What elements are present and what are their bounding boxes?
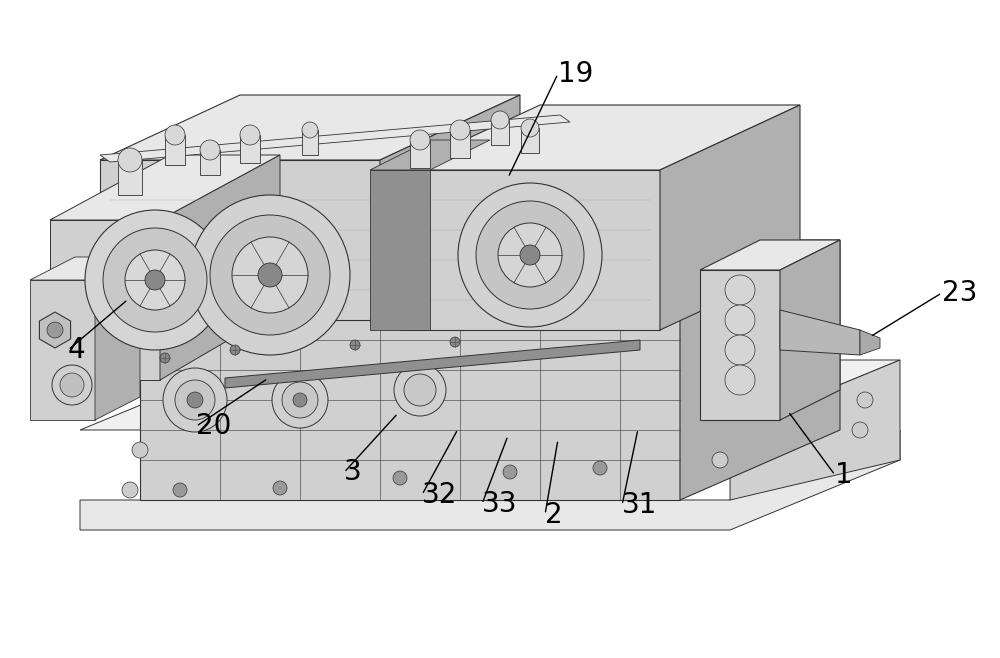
Text: 23: 23 [942, 279, 977, 307]
Circle shape [200, 140, 220, 160]
Bar [118, 160, 142, 195]
Circle shape [173, 483, 187, 497]
Circle shape [302, 122, 318, 138]
Text: 31: 31 [622, 492, 657, 519]
Polygon shape [860, 330, 880, 355]
Circle shape [60, 373, 84, 397]
Circle shape [521, 119, 539, 137]
Polygon shape [39, 312, 71, 348]
Circle shape [122, 482, 138, 498]
Circle shape [350, 340, 360, 350]
Polygon shape [50, 155, 280, 220]
Circle shape [272, 372, 328, 428]
Circle shape [52, 365, 92, 405]
Bar [240, 135, 260, 163]
Polygon shape [780, 240, 840, 420]
Circle shape [258, 263, 282, 287]
Text: 2: 2 [545, 501, 563, 528]
Text: 1: 1 [835, 461, 853, 489]
Circle shape [125, 250, 185, 310]
Circle shape [47, 322, 63, 338]
Polygon shape [400, 170, 660, 330]
Circle shape [187, 392, 203, 408]
Polygon shape [660, 105, 800, 330]
Circle shape [725, 305, 755, 335]
Polygon shape [100, 160, 380, 320]
Polygon shape [30, 257, 140, 280]
Bar [521, 128, 539, 153]
Circle shape [725, 365, 755, 395]
Circle shape [712, 452, 728, 468]
Polygon shape [780, 310, 860, 355]
Bar [165, 135, 185, 165]
Circle shape [410, 130, 430, 150]
Circle shape [273, 481, 287, 495]
Polygon shape [225, 340, 640, 388]
Circle shape [240, 125, 260, 145]
Circle shape [393, 471, 407, 485]
Circle shape [160, 353, 170, 363]
Circle shape [118, 148, 142, 172]
Circle shape [476, 201, 584, 309]
Bar [200, 150, 220, 175]
Circle shape [293, 393, 307, 407]
Circle shape [450, 120, 470, 140]
Polygon shape [160, 155, 280, 380]
Circle shape [491, 111, 509, 129]
Circle shape [190, 195, 350, 355]
Circle shape [163, 368, 227, 432]
Circle shape [404, 374, 436, 406]
Polygon shape [730, 360, 900, 500]
Circle shape [165, 125, 185, 145]
Polygon shape [370, 140, 490, 170]
Circle shape [593, 461, 607, 475]
Polygon shape [100, 95, 520, 160]
Circle shape [230, 345, 240, 355]
Circle shape [85, 210, 225, 350]
Text: 19: 19 [558, 60, 593, 88]
Text: 20: 20 [196, 413, 231, 440]
Polygon shape [680, 240, 840, 500]
Circle shape [852, 422, 868, 438]
Circle shape [458, 183, 602, 327]
Polygon shape [100, 115, 570, 162]
Text: 4: 4 [68, 336, 86, 364]
Bar [302, 130, 318, 155]
Polygon shape [30, 280, 95, 420]
Text: 32: 32 [422, 481, 457, 509]
Circle shape [503, 465, 517, 479]
Circle shape [210, 215, 330, 335]
Polygon shape [50, 220, 160, 380]
Polygon shape [140, 310, 680, 500]
Circle shape [725, 335, 755, 365]
Polygon shape [400, 105, 800, 170]
Circle shape [520, 245, 540, 265]
Polygon shape [95, 257, 140, 420]
Polygon shape [370, 170, 430, 330]
Circle shape [394, 364, 446, 416]
Circle shape [450, 337, 460, 347]
Text: 33: 33 [482, 490, 518, 518]
Circle shape [145, 270, 165, 290]
Bar [450, 130, 470, 158]
Text: 3: 3 [344, 459, 362, 486]
Circle shape [103, 228, 207, 332]
Polygon shape [80, 360, 900, 430]
Circle shape [282, 382, 318, 418]
Circle shape [857, 392, 873, 408]
Circle shape [175, 380, 215, 420]
Polygon shape [380, 95, 520, 320]
Circle shape [132, 442, 148, 458]
Circle shape [232, 237, 308, 313]
Circle shape [725, 275, 755, 305]
Circle shape [498, 223, 562, 287]
Polygon shape [140, 240, 840, 310]
Bar [491, 120, 509, 145]
Polygon shape [80, 430, 900, 530]
Polygon shape [700, 270, 780, 420]
Bar [410, 140, 430, 168]
Polygon shape [700, 240, 840, 270]
